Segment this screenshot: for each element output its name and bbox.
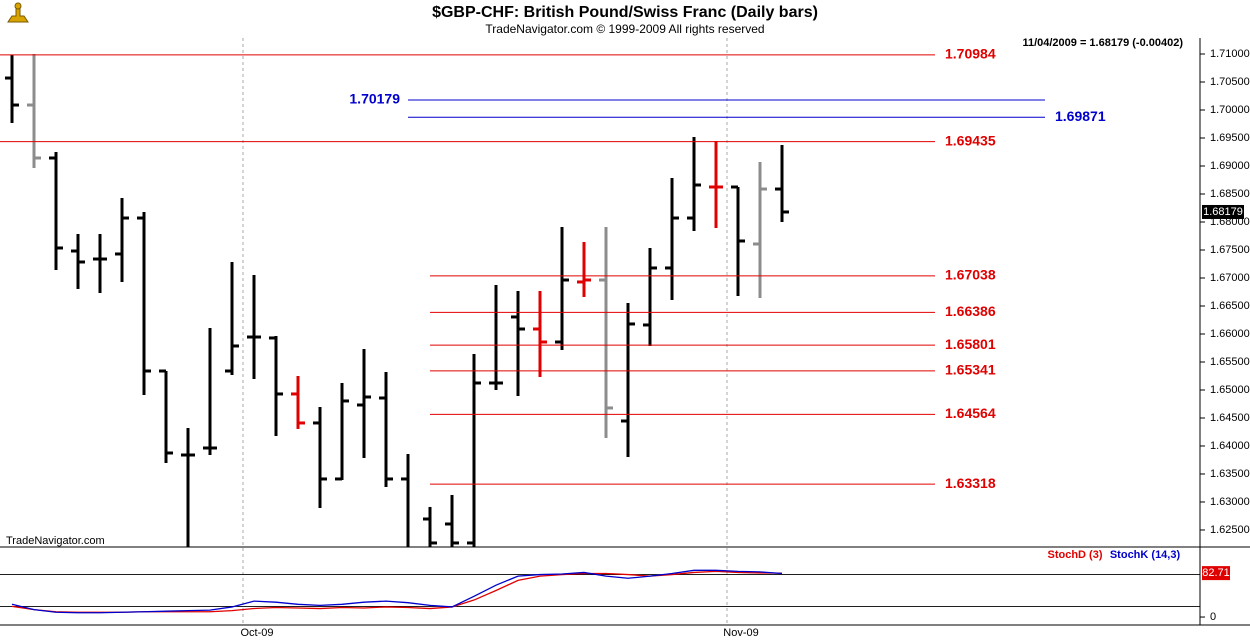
level-label: 1.70984 — [945, 46, 996, 62]
y-tick-label: 1.65500 — [1210, 356, 1250, 368]
watermark: TradeNavigator.com — [6, 535, 105, 547]
last-price-label: 1.68179 — [1203, 206, 1243, 218]
y-tick-label: 1.69500 — [1210, 132, 1250, 144]
y-tick-label: 1.70000 — [1210, 104, 1250, 116]
last-price-tag — [1202, 204, 1244, 219]
y-tick-label: 1.68500 — [1210, 188, 1250, 200]
y-tick-label: 1.66500 — [1210, 300, 1250, 312]
logo — [7, 2, 29, 23]
y-tick-label: 1.69000 — [1210, 160, 1250, 172]
y-tick-label: 1.63000 — [1210, 496, 1250, 508]
level-label: 1.66386 — [945, 303, 996, 319]
y-tick-label: 1.64500 — [1210, 412, 1250, 424]
info: 11/04/2009 = 1.68179 (-0.00402) — [1022, 37, 1183, 49]
y-tick-label: 1.67000 — [1210, 272, 1250, 284]
y-tick-label: 1.70500 — [1210, 76, 1250, 88]
level-label: 1.70179 — [349, 91, 400, 107]
x-tick-label: Oct-09 — [240, 627, 273, 639]
level-label: 1.65801 — [945, 336, 996, 352]
chart-title: $GBP-CHF: British Pound/Swiss Franc (Dai… — [432, 4, 818, 21]
x-tick-label: Nov-09 — [723, 627, 758, 639]
y-tick-label: 1.62500 — [1210, 524, 1250, 536]
level-label: 1.69435 — [945, 132, 996, 148]
level-label: 1.63318 — [945, 475, 996, 491]
level-label: 1.65341 — [945, 362, 996, 378]
indicator-tag — [1202, 566, 1230, 581]
level-label: 1.64564 — [945, 405, 996, 421]
y-tick-label: 1.64000 — [1210, 440, 1250, 452]
y-tick-label: 1.67500 — [1210, 244, 1250, 256]
level-label: 1.69871 — [1055, 108, 1106, 124]
y-tick-label: 0 — [1210, 611, 1216, 623]
y-tick-label: 1.65000 — [1210, 384, 1250, 396]
level-label: 1.67038 — [945, 267, 996, 283]
y-tick-label: 1.71000 — [1210, 48, 1250, 60]
y-tick-label: 1.66000 — [1210, 328, 1250, 340]
legend-entry: StochK (14,3) — [1110, 549, 1181, 561]
chart-subtitle: TradeNavigator.com © 1999-2009 All right… — [485, 22, 764, 36]
legend-entry: StochD (3) — [1048, 549, 1103, 561]
indicator-tag-label: 82.71 — [1202, 567, 1230, 579]
y-tick-label: 1.63500 — [1210, 468, 1250, 480]
plot — [5, 54, 789, 547]
indicator-line — [11, 569, 783, 614]
